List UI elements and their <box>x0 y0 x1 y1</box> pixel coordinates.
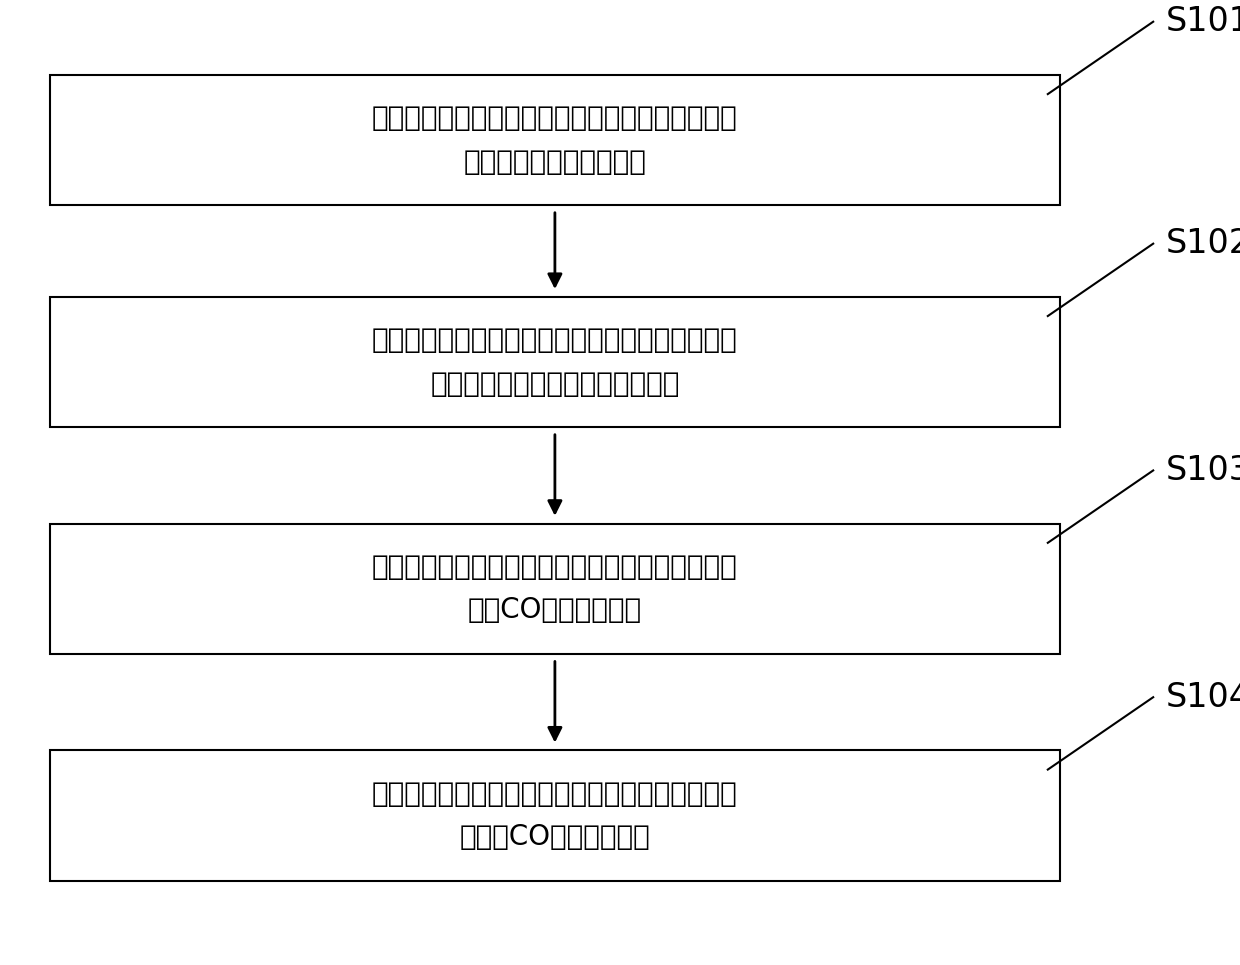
Text: S102: S102 <box>1166 227 1240 261</box>
Text: 针对所述等离子体反应器施加预设电压，进行等离
子体CO催化燃烧反应: 针对所述等离子体反应器施加预设电压，进行等离 子体CO催化燃烧反应 <box>372 553 738 624</box>
Bar <box>50 75 1060 206</box>
Text: 在等离子放电反应和热催化反应双重作用下实现等
离子体CO自持催化燃烧: 在等离子放电反应和热催化反应双重作用下实现等 离子体CO自持催化燃烧 <box>372 780 738 851</box>
Bar <box>50 751 1060 880</box>
Text: S101: S101 <box>1166 5 1240 39</box>
Text: S104: S104 <box>1166 680 1240 714</box>
Bar <box>50 523 1060 654</box>
Text: 反应气体以预设流速注入所述等离子体反应器中，
以使所述催化剂呈现均匀流化状态: 反应气体以预设流速注入所述等离子体反应器中， 以使所述催化剂呈现均匀流化状态 <box>372 326 738 398</box>
Text: S103: S103 <box>1166 454 1240 487</box>
Text: 转炉放散煤气以预设比例进行混合，并注入携带催
化剂的等离子体反应器中: 转炉放散煤气以预设比例进行混合，并注入携带催 化剂的等离子体反应器中 <box>372 104 738 176</box>
Bar <box>50 297 1060 427</box>
